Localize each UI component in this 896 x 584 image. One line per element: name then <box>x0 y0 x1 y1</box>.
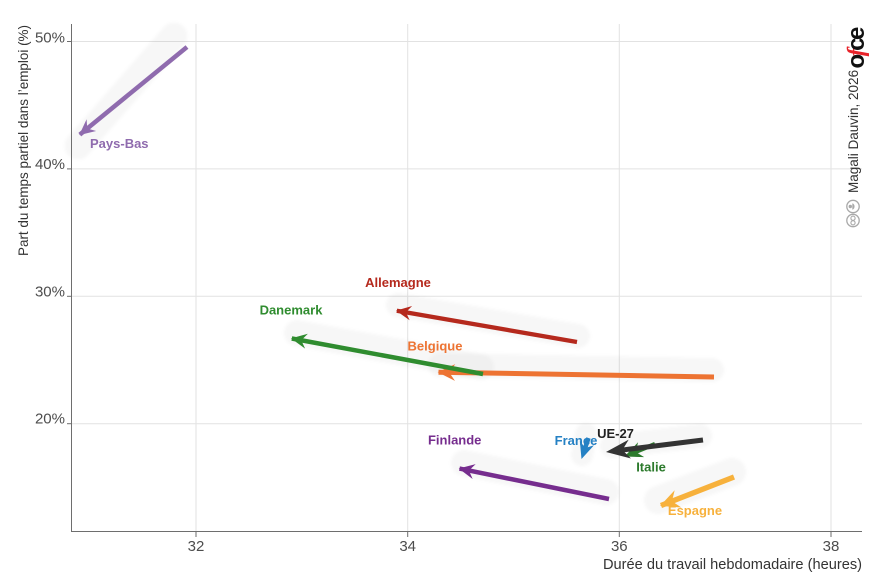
svg-text:Magali Dauvin, 2026: Magali Dauvin, 2026 <box>846 70 861 193</box>
svg-text:ofce: ofce <box>843 27 870 69</box>
svg-text:38: 38 <box>823 538 840 555</box>
svg-text:32: 32 <box>188 538 205 555</box>
svg-text:Durée du travail hebdomadaire: Durée du travail hebdomadaire (heures) <box>603 556 862 573</box>
svg-text:40%: 40% <box>35 156 65 173</box>
svg-text:UE-27: UE-27 <box>597 426 634 441</box>
svg-text:36: 36 <box>611 538 628 555</box>
svg-text:Danemark: Danemark <box>260 303 324 318</box>
svg-text:Pays-Bas: Pays-Bas <box>90 136 149 151</box>
svg-text:34: 34 <box>399 538 416 555</box>
svg-text:Italie: Italie <box>636 460 666 475</box>
svg-text:20%: 20% <box>35 411 65 428</box>
svg-text:Espagne: Espagne <box>668 503 722 518</box>
svg-text:50%: 50% <box>35 30 65 47</box>
svg-text:Part du temps partiel dans l’e: Part du temps partiel dans l’emploi (%) <box>15 25 31 256</box>
svg-text:30%: 30% <box>35 283 65 300</box>
svg-text:France: France <box>555 433 598 448</box>
svg-text:Allemagne: Allemagne <box>365 275 431 290</box>
svg-text:Belgique: Belgique <box>408 339 463 354</box>
svg-text:Finlande: Finlande <box>428 433 481 448</box>
